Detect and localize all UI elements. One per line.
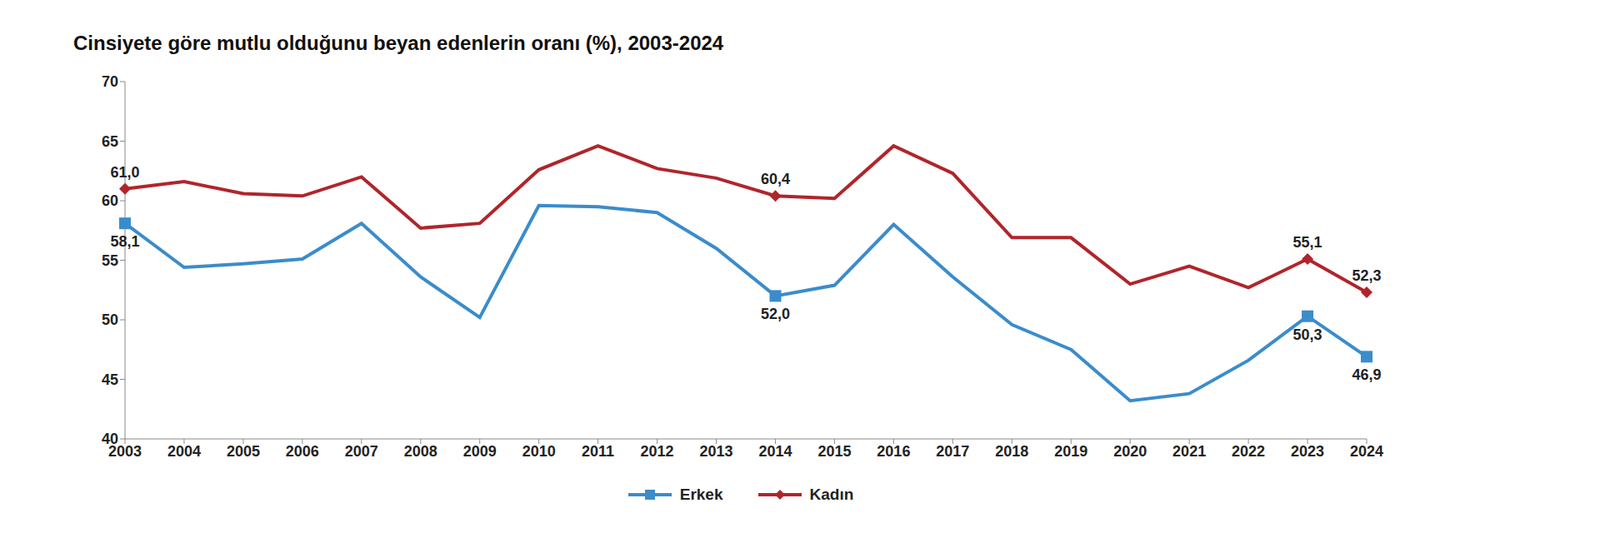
svg-text:60,4: 60,4 (760, 170, 790, 188)
svg-text:52,0: 52,0 (760, 305, 790, 323)
svg-text:2023: 2023 (1290, 443, 1325, 460)
svg-text:2007: 2007 (345, 443, 379, 460)
svg-text:2024: 2024 (1350, 443, 1384, 460)
svg-text:2019: 2019 (1054, 443, 1088, 460)
svg-text:2009: 2009 (463, 443, 497, 460)
svg-text:50: 50 (101, 311, 119, 329)
svg-text:55: 55 (101, 252, 119, 270)
svg-text:2003: 2003 (108, 443, 142, 460)
svg-text:2021: 2021 (1172, 443, 1206, 460)
html-text:Cinsiyete göre mutlu olduğunu: Cinsiyete göre mutlu olduğunu beyan eden… (73, 31, 724, 55)
svg-text:2020: 2020 (1113, 443, 1147, 460)
svg-text:2005: 2005 (226, 443, 260, 460)
svg-text:55,1: 55,1 (1293, 234, 1323, 251)
svg-text:2008: 2008 (404, 443, 438, 460)
svg-text:2016: 2016 (876, 443, 910, 460)
svg-text:2004: 2004 (167, 443, 201, 460)
html-text:Erkek: Erkek (679, 485, 723, 504)
svg-text:2013: 2013 (700, 443, 734, 460)
svg-text:58,1: 58,1 (110, 233, 140, 250)
svg-text:2011: 2011 (581, 443, 615, 460)
svg-text:2018: 2018 (995, 443, 1029, 460)
svg-text:2014: 2014 (758, 443, 792, 460)
svg-text:46,9: 46,9 (1351, 366, 1381, 384)
svg-text:2015: 2015 (817, 443, 851, 460)
svg-text:2006: 2006 (285, 443, 320, 460)
svg-text:60: 60 (101, 192, 119, 210)
svg-text:70: 70 (101, 73, 119, 90)
svg-text:2017: 2017 (935, 443, 970, 460)
svg-text:61,0: 61,0 (110, 164, 140, 181)
svg-text:2010: 2010 (522, 443, 556, 460)
svg-text:52,3: 52,3 (1351, 267, 1381, 285)
html-text:Kadın: Kadın (809, 485, 854, 504)
svg-text:40: 40 (101, 430, 119, 448)
svg-text:65: 65 (101, 133, 119, 150)
svg-text:2022: 2022 (1231, 443, 1265, 460)
svg-text:45: 45 (101, 371, 119, 389)
svg-text:2012: 2012 (640, 443, 675, 460)
svg-text:50,3: 50,3 (1293, 326, 1323, 344)
